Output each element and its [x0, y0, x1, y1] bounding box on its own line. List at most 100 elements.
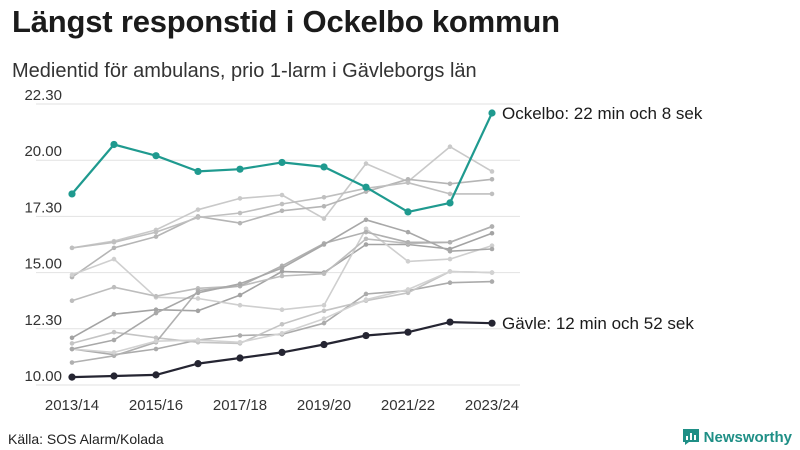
municipality-series-point — [237, 281, 243, 287]
municipality-series-point — [279, 192, 285, 198]
municipality-series-point — [447, 239, 453, 245]
municipality-series-point — [363, 242, 369, 247]
y-tick-label: 15.00 — [24, 256, 62, 273]
x-tick-label: 2017/18 — [213, 397, 267, 414]
ockelbo-series-point — [278, 158, 286, 167]
municipality-series-point — [405, 290, 411, 296]
y-axis-labels: 10.00 12.30 15.00 17.30 20.00 22.30 — [24, 87, 62, 385]
g-vle-series-point — [362, 331, 370, 340]
municipality-series-point — [321, 302, 327, 308]
municipality-series-point — [363, 161, 369, 166]
municipality-series-point — [321, 194, 327, 200]
municipality-series-point — [111, 284, 117, 290]
municipality-series-point — [447, 256, 453, 262]
municipality-series-point — [321, 271, 327, 277]
ockelbo-series-point — [404, 208, 412, 216]
ockelbo-series-point — [194, 167, 202, 176]
municipality-series-point — [111, 245, 117, 251]
municipality-series-point — [279, 201, 285, 207]
ockelbo-series-point — [320, 163, 328, 171]
g-vle-series-point — [68, 373, 76, 381]
municipality-series-point — [279, 273, 285, 279]
municipality-series-point — [111, 329, 117, 335]
g-vle-end-label: Gävle: 12 min och 52 sek — [502, 314, 694, 333]
municipality-series-point — [153, 338, 159, 344]
municipality-series-point — [489, 230, 495, 236]
municipality-series-point — [195, 308, 201, 314]
municipality-series-point — [447, 144, 453, 150]
municipality-series-point — [279, 269, 285, 274]
source-note: Källa: SOS Alarm/Kolada — [8, 431, 164, 447]
municipality-series-point — [489, 270, 495, 275]
municipality-series-point — [489, 169, 495, 174]
ockelbo-series-point — [446, 199, 454, 207]
g-vle-series-point — [152, 371, 160, 379]
municipality-series-point — [363, 217, 369, 223]
ockelbo-series-point — [110, 140, 118, 149]
g-vle-series-point — [488, 319, 496, 327]
municipality-series-point — [321, 320, 327, 326]
g-vle-series-point — [320, 340, 328, 349]
municipality-series-line — [71, 219, 493, 350]
municipality-series-point — [279, 265, 285, 271]
municipality-series-point — [153, 229, 159, 235]
municipality-series-point — [279, 322, 285, 327]
g-vle-series-point — [110, 372, 118, 380]
municipality-series-point — [69, 341, 75, 346]
municipality-series-point — [489, 177, 495, 182]
municipality-series-point — [237, 196, 243, 201]
municipality-series-point — [279, 307, 285, 312]
g-vle-series-point — [194, 360, 202, 368]
municipality-series-point — [405, 180, 411, 185]
municipality-series-point — [237, 302, 243, 308]
municipality-series-point — [405, 259, 411, 264]
municipality-series-point — [153, 310, 159, 316]
newsworthy-logo-icon — [682, 429, 699, 445]
municipality-series-point — [363, 297, 369, 302]
x-axis-labels: 2013/14 2015/16 2017/18 2019/20 2021/22 2023/… — [45, 397, 519, 414]
ockelbo-series-point — [362, 183, 370, 191]
x-tick-label: 2023/24 — [465, 397, 519, 414]
municipality-series-point — [489, 191, 495, 197]
y-tick-label: 12.30 — [24, 312, 62, 329]
y-tick-label: 22.30 — [24, 87, 62, 104]
ockelbo-series-point — [152, 152, 160, 160]
x-tick-label: 2019/20 — [297, 397, 351, 414]
ockelbo-series-point — [488, 109, 496, 117]
newsworthy-logo[interactable]: Newsworthy — [682, 428, 792, 446]
municipality-series-point — [447, 269, 453, 274]
g-vle-series-point — [446, 318, 454, 326]
municipality-series-point — [321, 308, 327, 314]
chart-subtitle: Medientid för ambulans, prio 1-larm i Gä… — [12, 60, 477, 82]
municipality-series-point — [237, 220, 243, 226]
g-vle-series-point — [278, 348, 286, 357]
municipality-series-line — [71, 280, 493, 356]
municipality-series-point — [447, 280, 453, 286]
municipality-series-point — [321, 203, 327, 209]
municipality-series-point — [405, 239, 411, 245]
other-municipality-lines — [69, 144, 495, 365]
y-tick-label: 17.30 — [24, 199, 62, 216]
municipality-series-point — [69, 346, 75, 352]
municipality-series-point — [363, 291, 369, 297]
municipality-series-point — [279, 330, 285, 336]
ockelbo-series-point — [236, 165, 244, 173]
municipality-series-point — [111, 353, 117, 359]
municipality-series-line — [71, 181, 492, 249]
municipality-series-point — [69, 298, 75, 304]
municipality-series-point — [195, 207, 201, 212]
municipality-series-point — [405, 229, 411, 235]
municipality-series-point — [195, 337, 201, 343]
municipality-series-point — [69, 245, 75, 251]
series-end-labels: Ockelbo: 22 min och 8 sek Gävle: 12 min o… — [502, 104, 703, 333]
municipality-series-point — [69, 360, 75, 365]
municipality-series-point — [447, 191, 453, 197]
municipality-series-point — [195, 290, 201, 296]
municipality-series-point — [489, 279, 495, 284]
municipality-series-point — [363, 226, 369, 232]
x-tick-label: 2021/22 — [381, 397, 435, 414]
brand-name: Newsworthy — [703, 428, 792, 446]
municipality-series-point — [321, 242, 327, 247]
municipality-series-point — [237, 333, 243, 338]
municipality-series-point — [153, 234, 159, 239]
